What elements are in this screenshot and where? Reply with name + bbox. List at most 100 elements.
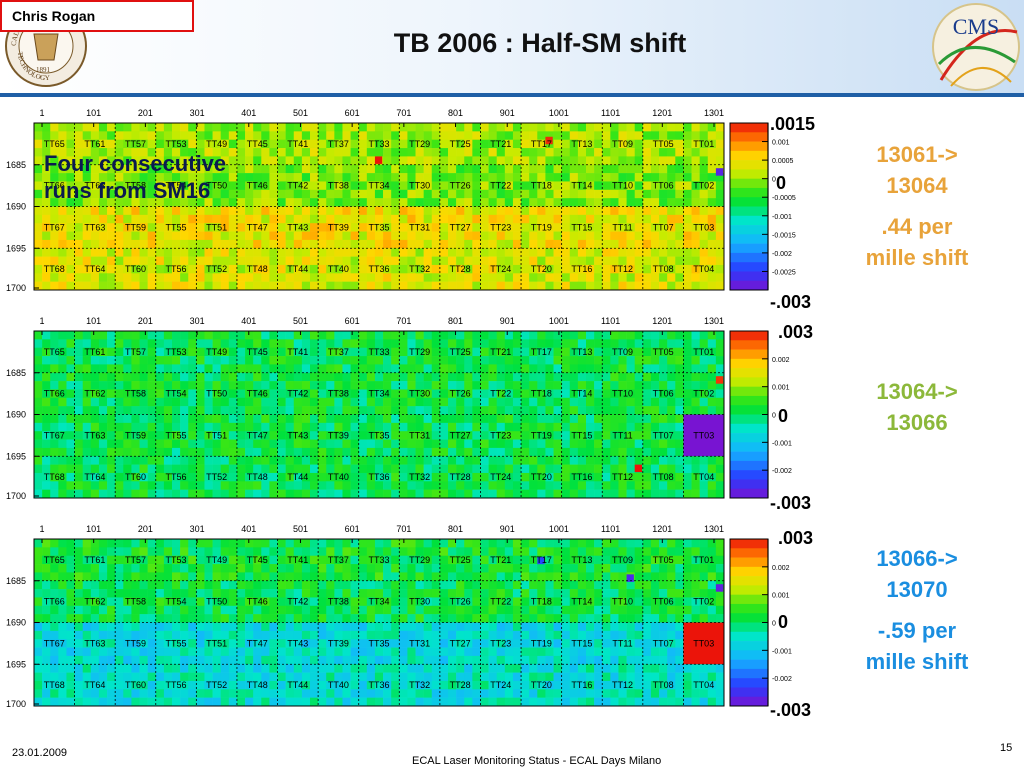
heatmap-cell: [188, 555, 197, 565]
tower-label: TT18: [531, 181, 552, 191]
heatmap-cell: [488, 605, 498, 615]
heatmap-cell: [50, 356, 59, 365]
heatmap-cell: [115, 547, 124, 556]
heatmap-cell: [220, 239, 230, 249]
heatmap-cell: [699, 555, 709, 565]
heatmap-cell: [228, 547, 238, 556]
heatmap-cell: [358, 273, 368, 282]
heatmap-cell: [358, 231, 368, 241]
heatmap-cell: [261, 539, 270, 548]
heatmap-cell: [512, 422, 522, 432]
heatmap-cell: [139, 406, 148, 415]
heatmap-cell: [586, 223, 595, 232]
heatmap-cell: [456, 181, 465, 191]
heatmap-cell: [602, 173, 611, 182]
heatmap-cell: [374, 489, 384, 499]
heatmap-cell: [269, 422, 278, 432]
heatmap-cell: [163, 123, 173, 132]
colorbar-tick-label: 0.002: [772, 357, 790, 364]
heatmap-cell: [236, 547, 246, 556]
heatmap-cell: [342, 173, 351, 182]
heatmap-cell: [480, 173, 489, 182]
heatmap-cell: [423, 414, 433, 424]
heatmap-cell: [82, 231, 92, 241]
heatmap-cell: [131, 131, 140, 140]
heatmap-cell: [253, 181, 262, 191]
heatmap-cell: [155, 198, 165, 207]
heatmap-cell: [58, 555, 67, 565]
heatmap-cell: [163, 397, 173, 407]
heatmap-cell: [415, 555, 424, 565]
heatmap-cell: [90, 189, 100, 199]
heatmap-cell: [626, 547, 636, 556]
heatmap-cell: [334, 464, 343, 474]
heatmap-cell: [196, 555, 205, 565]
heatmap-cell: [220, 231, 230, 241]
heatmap-cell: [212, 173, 222, 182]
heatmap-cell: [626, 181, 636, 191]
heatmap-cell: [707, 481, 717, 490]
heatmap-cell: [212, 256, 222, 266]
heatmap-cell: [521, 456, 530, 465]
heatmap-cell: [545, 414, 554, 424]
heatmap-cell: [521, 356, 530, 365]
heatmap-cell: [180, 156, 189, 166]
heatmap-cell: [488, 356, 498, 365]
heatmap-cell: [504, 223, 514, 232]
tower-label: TT03: [693, 430, 714, 440]
heatmap-cell: [342, 547, 351, 556]
heatmap-cell: [642, 555, 652, 565]
heatmap-cell: [326, 472, 335, 482]
heatmap-cell: [74, 264, 84, 274]
heatmap-cell: [261, 647, 270, 657]
heatmap-cell: [448, 198, 457, 207]
heatmap-cell: [439, 381, 449, 390]
heatmap-cell: [212, 605, 222, 615]
heatmap-cell: [50, 647, 59, 657]
heatmap-cell: [310, 123, 319, 132]
heatmap-cell: [448, 572, 457, 582]
heatmap-cell: [415, 173, 424, 182]
heatmap-cell: [586, 580, 595, 590]
heatmap-cell: [326, 389, 335, 399]
heatmap-cell: [277, 547, 286, 556]
heatmap-cell: [683, 131, 692, 140]
heatmap-cell: [659, 206, 668, 216]
heatmap-cell: [66, 447, 75, 457]
heatmap-cell: [66, 281, 75, 291]
heatmap-cell: [350, 472, 360, 482]
heatmap-cell: [293, 639, 303, 648]
heatmap-cell: [147, 381, 157, 390]
heatmap-cell: [342, 622, 351, 632]
heatmap-cell: [98, 339, 108, 348]
heatmap-cell: [521, 364, 530, 374]
heatmap-cell: [107, 173, 116, 182]
heatmap-cell: [667, 397, 676, 407]
heatmap-cell: [602, 431, 611, 440]
heatmap-cell: [488, 589, 498, 598]
colorbar-segment: [730, 470, 768, 480]
heatmap-cell: [504, 589, 514, 598]
heatmap-cell: [569, 605, 579, 615]
heatmap-cell: [42, 264, 51, 274]
tower-label: TT35: [368, 222, 389, 232]
heatmap-cell: [98, 189, 108, 199]
tower-label: TT09: [612, 347, 633, 357]
heatmap-cell: [326, 198, 335, 207]
heatmap-cell: [456, 273, 465, 282]
heatmap-cell: [399, 231, 408, 241]
heatmap-cell: [98, 597, 108, 607]
heatmap-cell: [667, 156, 676, 166]
heatmap-cell: [577, 464, 587, 474]
heatmap-cell: [586, 156, 595, 166]
heatmap-cell: [569, 614, 579, 623]
heatmap-cell: [577, 164, 587, 174]
heatmap-cell: [504, 123, 514, 132]
heatmap-cell: [512, 239, 522, 249]
heatmap-cell: [310, 264, 319, 274]
heatmap-cell: [634, 605, 644, 615]
heatmap-cell: [147, 572, 157, 582]
heatmap-cell: [261, 156, 270, 166]
heatmap-cell: [204, 364, 213, 374]
heatmap-cell: [34, 605, 43, 615]
